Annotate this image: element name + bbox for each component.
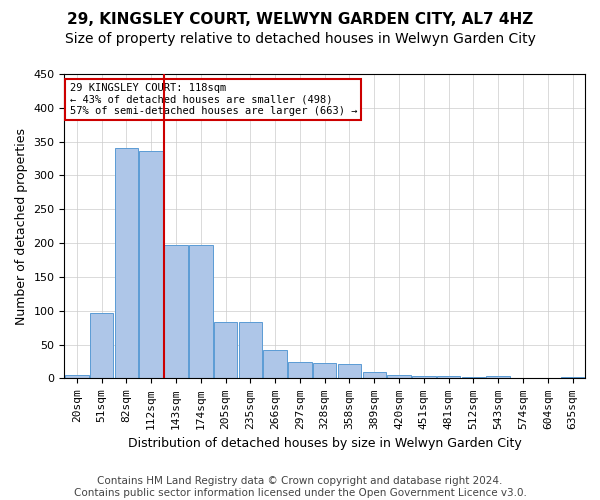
Bar [115,148,138,378]
X-axis label: Distribution of detached houses by size in Welwyn Garden City: Distribution of detached houses by size … [128,437,521,450]
Y-axis label: Number of detached properties: Number of detached properties [15,128,28,324]
Text: 29 KINGSLEY COURT: 118sqm
← 43% of detached houses are smaller (498)
57% of semi: 29 KINGSLEY COURT: 118sqm ← 43% of detac… [70,83,357,116]
Text: 29, KINGSLEY COURT, WELWYN GARDEN CITY, AL7 4HZ: 29, KINGSLEY COURT, WELWYN GARDEN CITY, … [67,12,533,28]
Bar [387,375,411,378]
Bar [412,376,436,378]
Text: Contains HM Land Registry data © Crown copyright and database right 2024.
Contai: Contains HM Land Registry data © Crown c… [74,476,526,498]
Bar [90,313,113,378]
Text: Size of property relative to detached houses in Welwyn Garden City: Size of property relative to detached ho… [65,32,535,46]
Bar [263,350,287,378]
Bar [313,363,337,378]
Bar [214,322,238,378]
Bar [288,362,311,378]
Bar [189,245,212,378]
Bar [362,372,386,378]
Bar [239,322,262,378]
Bar [65,375,89,378]
Bar [461,377,485,378]
Bar [338,364,361,378]
Bar [164,245,188,378]
Bar [139,151,163,378]
Bar [487,376,510,378]
Bar [437,376,460,378]
Bar [561,377,584,378]
